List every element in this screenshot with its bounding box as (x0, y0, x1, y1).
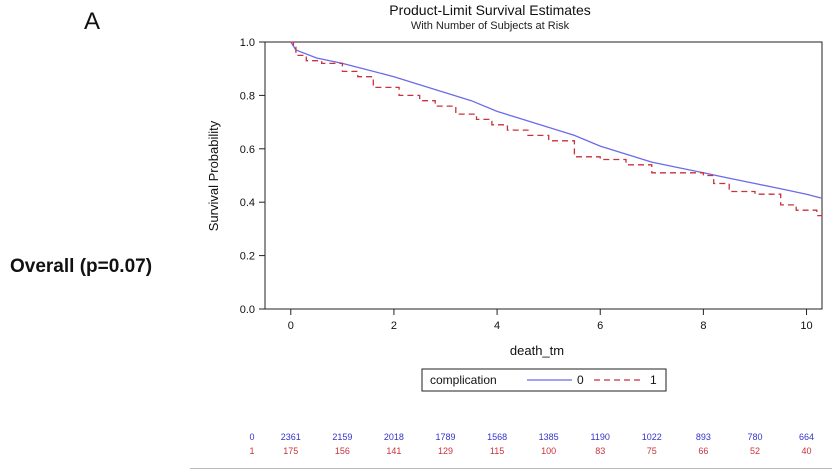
y-tick-label: 0.4 (240, 197, 255, 209)
survival-curve-group-1 (290, 41, 823, 219)
risk-count: 40 (802, 446, 812, 456)
plot-frame (264, 41, 823, 310)
risk-count: 175 (283, 446, 298, 456)
risk-count: 156 (335, 446, 350, 456)
bottom-divider (190, 468, 832, 469)
risk-count: 129 (438, 446, 453, 456)
chart-axes: 0.0 0.2 0.4 0.6 0.8 1.0 0 2 4 6 8 10 (240, 37, 823, 332)
risk-count: 141 (386, 446, 401, 456)
risk-count: 780 (747, 432, 762, 442)
y-axis-label: Survival Probability (206, 120, 221, 231)
risk-count: 2018 (384, 432, 404, 442)
risk-count: 2361 (281, 432, 301, 442)
risk-count: 83 (595, 446, 605, 456)
y-tick-label: 0.0 (240, 304, 255, 316)
legend-label-group-1: 1 (650, 373, 657, 387)
risk-count: 100 (541, 446, 556, 456)
risk-count: 1568 (487, 432, 507, 442)
x-tick-label: 10 (800, 320, 812, 332)
x-tick-label: 0 (288, 320, 294, 332)
risk-count: 2159 (332, 432, 352, 442)
chart-legend: complication 0 1 (421, 368, 667, 392)
survival-curves (290, 41, 823, 219)
risk-count: 1385 (539, 432, 559, 442)
risk-group-label: 1 (249, 446, 254, 456)
x-tick-label: 8 (700, 320, 706, 332)
x-axis-label: death_tm (510, 343, 564, 358)
risk-table: 0 2361 2159 2018 1789 1568 1385 1190 1022 893 780 6… (249, 432, 814, 456)
risk-count: 52 (750, 446, 760, 456)
chart-subtitle: With Number of Subjects at Risk (410, 20, 570, 32)
risk-count: 66 (698, 446, 708, 456)
chart-title: Product-Limit Survival Estimates (389, 2, 591, 18)
y-tick-label: 0.8 (240, 90, 255, 102)
risk-count: 115 (490, 446, 504, 456)
y-tick-label: 0.6 (240, 144, 255, 156)
risk-count: 75 (647, 446, 657, 456)
y-tick-label: 0.2 (240, 251, 255, 263)
x-tick-label: 6 (597, 320, 603, 332)
overall-p-value-label: Overall (p=0.07) (10, 256, 153, 277)
legend-title: complication (430, 373, 497, 387)
risk-count: 893 (696, 432, 711, 442)
legend-label-group-0: 0 (577, 373, 584, 387)
risk-count: 1022 (642, 432, 662, 442)
survival-curve-group-0 (290, 41, 823, 199)
risk-group-label: 0 (249, 432, 254, 442)
risk-count: 1789 (435, 432, 455, 442)
panel-letter: A (84, 8, 101, 35)
y-tick-label: 1.0 (240, 37, 255, 49)
risk-count: 1190 (591, 432, 610, 442)
x-tick-label: 2 (391, 320, 397, 332)
x-tick-label: 4 (494, 320, 500, 332)
risk-count: 664 (799, 432, 814, 442)
